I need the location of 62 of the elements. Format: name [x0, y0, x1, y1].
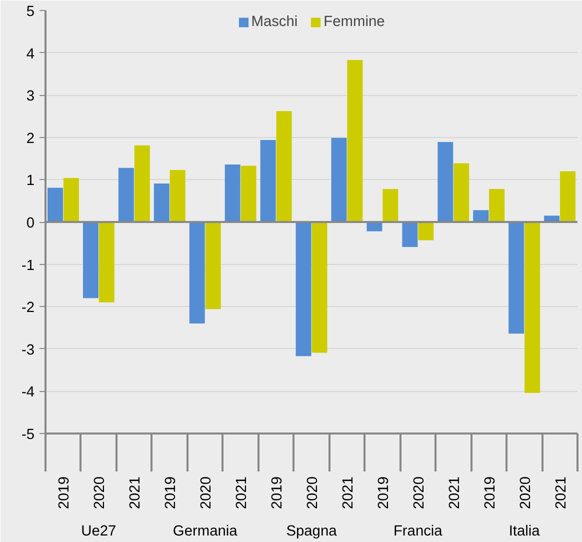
- x-tick-label: 2020: [198, 476, 215, 510]
- y-tick-label: 2: [26, 130, 35, 147]
- bar: [205, 222, 221, 310]
- bar: [224, 164, 240, 222]
- bar: [473, 210, 489, 222]
- x-tick-label: 2020: [92, 476, 108, 510]
- text: Germania: [172, 524, 238, 540]
- x-tick-label: 2019: [56, 476, 73, 510]
- y-tick-label: -3: [21, 342, 35, 358]
- x-tick-label: 2021: [340, 476, 356, 510]
- y-tick-label: 1: [26, 173, 35, 190]
- bar: [489, 189, 505, 222]
- bar: [154, 184, 170, 222]
- x-tick-label: 2019: [270, 476, 286, 510]
- bar: [98, 222, 114, 302]
- bar: [454, 163, 470, 222]
- x-tick-label: 2019: [163, 476, 180, 510]
- bar: [276, 111, 292, 222]
- text: Italia: [508, 524, 541, 540]
- x-tick-label: 2021: [234, 476, 250, 510]
- legend-label: Femmine: [324, 14, 385, 30]
- x-tick-label: 2019: [482, 476, 498, 510]
- text: Ue27: [81, 524, 116, 540]
- x-tick-label: 2020: [518, 476, 534, 510]
- bar: [402, 222, 418, 247]
- y-tick-label: 3: [26, 88, 35, 105]
- x-tick-label: 2021: [446, 476, 463, 510]
- bar: [260, 140, 276, 222]
- y-tick-label: 4: [26, 46, 35, 62]
- bar: [82, 222, 98, 298]
- bar: [366, 222, 382, 232]
- x-tick-label: 2019: [376, 476, 392, 510]
- bar: [48, 188, 63, 222]
- bar: [134, 145, 150, 222]
- x-tick-label: 2021: [553, 476, 570, 510]
- bar: [331, 138, 347, 222]
- bar: [382, 189, 398, 222]
- text: Spagna: [286, 524, 338, 540]
- bar: [524, 222, 540, 393]
- text: Francia: [393, 524, 444, 540]
- bar: [170, 170, 186, 222]
- y-tick-label: -4: [21, 384, 35, 401]
- y-tick-label: -2: [21, 300, 35, 316]
- bar: [118, 168, 134, 222]
- y-tick-label: -5: [21, 427, 35, 443]
- x-tick-label: 2020: [305, 476, 321, 510]
- bar: [418, 222, 434, 240]
- legend-label: Maschi: [251, 14, 298, 30]
- bar: [508, 222, 524, 334]
- bar: [312, 222, 328, 353]
- bar: [240, 166, 256, 222]
- x-tick-label: 2021: [128, 476, 144, 510]
- bar: [296, 222, 312, 356]
- y-tick-label: 0: [26, 216, 35, 232]
- x-tick-label: 2020: [411, 476, 428, 510]
- bar: [63, 178, 79, 222]
- bar: [438, 142, 454, 222]
- y-tick-label: 5: [26, 4, 35, 20]
- bar: [560, 171, 576, 222]
- y-tick-label: -1: [21, 258, 35, 274]
- bar: [347, 60, 363, 222]
- bar: [189, 222, 205, 324]
